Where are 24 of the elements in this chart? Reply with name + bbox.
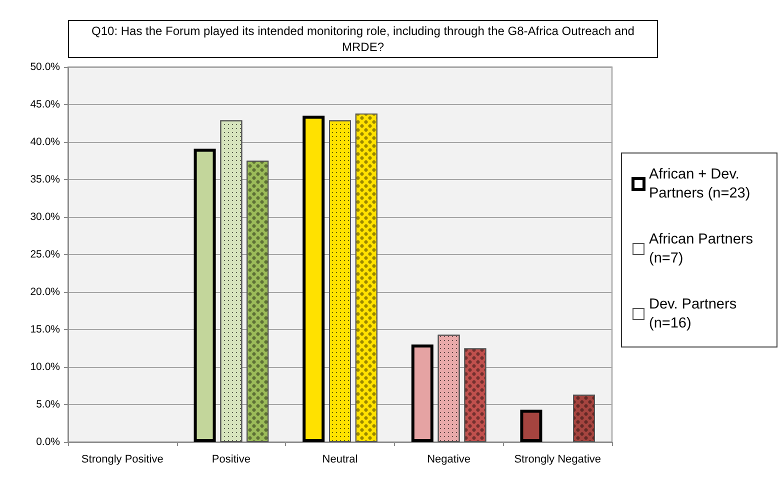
bar (520, 410, 542, 442)
y-tick-label: 5.0% (36, 398, 60, 410)
x-tick-label: Strongly Negative (514, 454, 602, 466)
bar (194, 148, 216, 442)
y-tick-label: 45.0% (30, 98, 60, 110)
y-tick-label: 10.0% (30, 361, 60, 373)
bar (411, 344, 434, 442)
y-tick-label: 50.0% (30, 61, 60, 73)
x-tick-label: Strongly Positive (81, 454, 164, 466)
legend-label: Dev. Partners (n=16) (649, 296, 741, 332)
y-tick-label: 15.0% (30, 324, 60, 336)
y-tick-label: 30.0% (30, 211, 60, 223)
y-tick-label: 25.0% (30, 248, 60, 260)
chart-title: Q10: Has the Forum played its intended monitoring role, including through the G8-Africa Outreach and MRDE? (68, 20, 658, 58)
legend-label: African + Dev. Partners (n=23) (649, 166, 750, 202)
x-tick-label: Negative (427, 454, 471, 466)
x-tick-label: Neutral (322, 454, 358, 466)
y-tick-label: 40.0% (30, 136, 60, 148)
y-tick-label: 0.0% (36, 436, 60, 448)
bar (302, 116, 325, 442)
y-tick-label: 35.0% (30, 174, 60, 186)
x-tick-label: Positive (212, 454, 250, 466)
y-tick-label: 20.0% (30, 286, 60, 298)
legend-label: African Partners (n=7) (649, 232, 757, 266)
